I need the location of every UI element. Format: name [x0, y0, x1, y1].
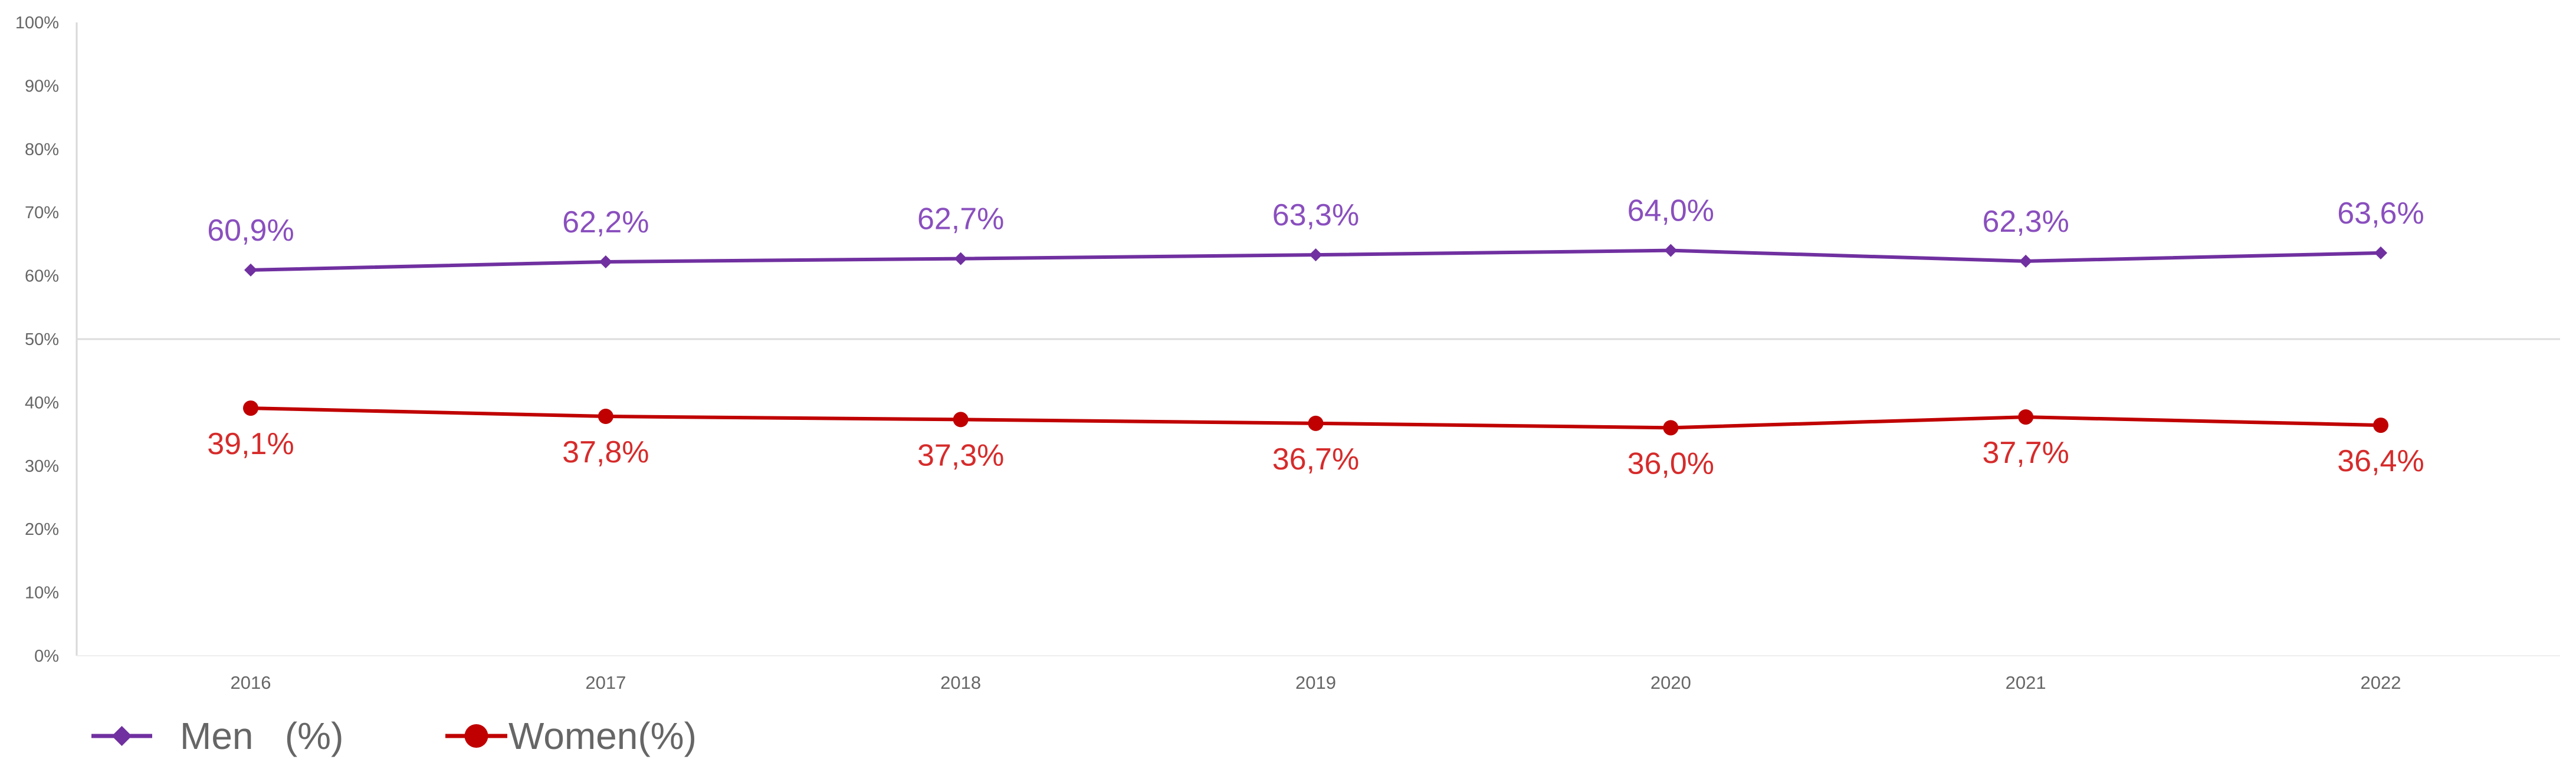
- men-point-2018: [954, 252, 967, 265]
- women-point-2021: [2018, 409, 2034, 425]
- x-tick-label-2019: 2019: [1295, 672, 1336, 693]
- women-data-label-2022: 36,4%: [2337, 444, 2424, 478]
- y-tick-label-100: 100%: [15, 14, 59, 32]
- legend-label-women: Women(%): [508, 715, 697, 757]
- legend-item-men: Men (%): [91, 715, 343, 757]
- women-point-2016: [243, 400, 258, 416]
- women-point-2022: [2373, 418, 2388, 433]
- women-data-label-2020: 36,0%: [1627, 446, 1714, 481]
- men-data-label-2017: 62,2%: [562, 205, 649, 239]
- series-layer: [243, 244, 2388, 436]
- men-point-2021: [2019, 254, 2033, 268]
- men-point-2016: [244, 263, 257, 277]
- x-tick-label-2017: 2017: [585, 672, 626, 693]
- men-data-label-2022: 63,6%: [2337, 196, 2424, 231]
- x-tick-label-2022: 2022: [2361, 672, 2401, 693]
- men-point-2017: [599, 255, 612, 268]
- legend: Men (%) Women(%): [91, 715, 697, 757]
- men-data-label-2016: 60,9%: [207, 213, 294, 248]
- men-data-label-2021: 62,3%: [1982, 205, 2069, 239]
- y-tick-label-40: 40%: [25, 393, 59, 412]
- men-data-label-2020: 64,0%: [1627, 194, 1714, 228]
- women-point-2019: [1308, 415, 1324, 431]
- women-data-label-2018: 37,3%: [917, 438, 1004, 472]
- y-tick-label-90: 90%: [25, 77, 59, 96]
- y-tick-label-0: 0%: [34, 647, 59, 666]
- women-data-label-2016: 39,1%: [207, 427, 294, 461]
- legend-marker-women: [464, 724, 488, 748]
- x-tick-label-2021: 2021: [2006, 672, 2046, 693]
- women-data-label-2021: 37,7%: [1982, 436, 2069, 470]
- legend-label-men: Men (%): [180, 715, 343, 757]
- y-tick-label-20: 20%: [25, 520, 59, 539]
- y-tick-label-10: 10%: [25, 584, 59, 603]
- women-data-label-2017: 37,8%: [562, 435, 649, 469]
- legend-marker-men: [111, 726, 132, 746]
- men-point-2022: [2374, 246, 2387, 259]
- y-tick-label-80: 80%: [25, 140, 59, 159]
- data-labels-layer: 60,9% 62,2% 62,7% 63,3% 64,0% 62,3% 63,6% 39,1%…: [207, 194, 2424, 481]
- women-point-2017: [598, 409, 613, 425]
- x-tick-label-2020: 2020: [1650, 672, 1691, 693]
- x-tick-label-2016: 2016: [231, 672, 271, 693]
- women-point-2018: [953, 412, 969, 428]
- y-tick-label-30: 30%: [25, 457, 59, 476]
- x-tick-label-2018: 2018: [940, 672, 981, 693]
- y-tick-label-70: 70%: [25, 203, 59, 222]
- axes-layer: 0% 10% 20% 30% 40% 50% 60% 70% 80% 90% 100% 2016 201…: [15, 14, 2560, 693]
- y-tick-label-60: 60%: [25, 267, 59, 286]
- women-point-2020: [1663, 420, 1679, 436]
- men-data-label-2019: 63,3%: [1272, 198, 1359, 232]
- men-data-label-2018: 62,7%: [917, 202, 1004, 236]
- men-point-2019: [1309, 248, 1323, 262]
- men-point-2020: [1664, 244, 1678, 257]
- y-tick-label-50: 50%: [25, 330, 59, 349]
- legend-item-women: Women(%): [445, 715, 697, 757]
- women-data-label-2019: 36,7%: [1272, 442, 1359, 476]
